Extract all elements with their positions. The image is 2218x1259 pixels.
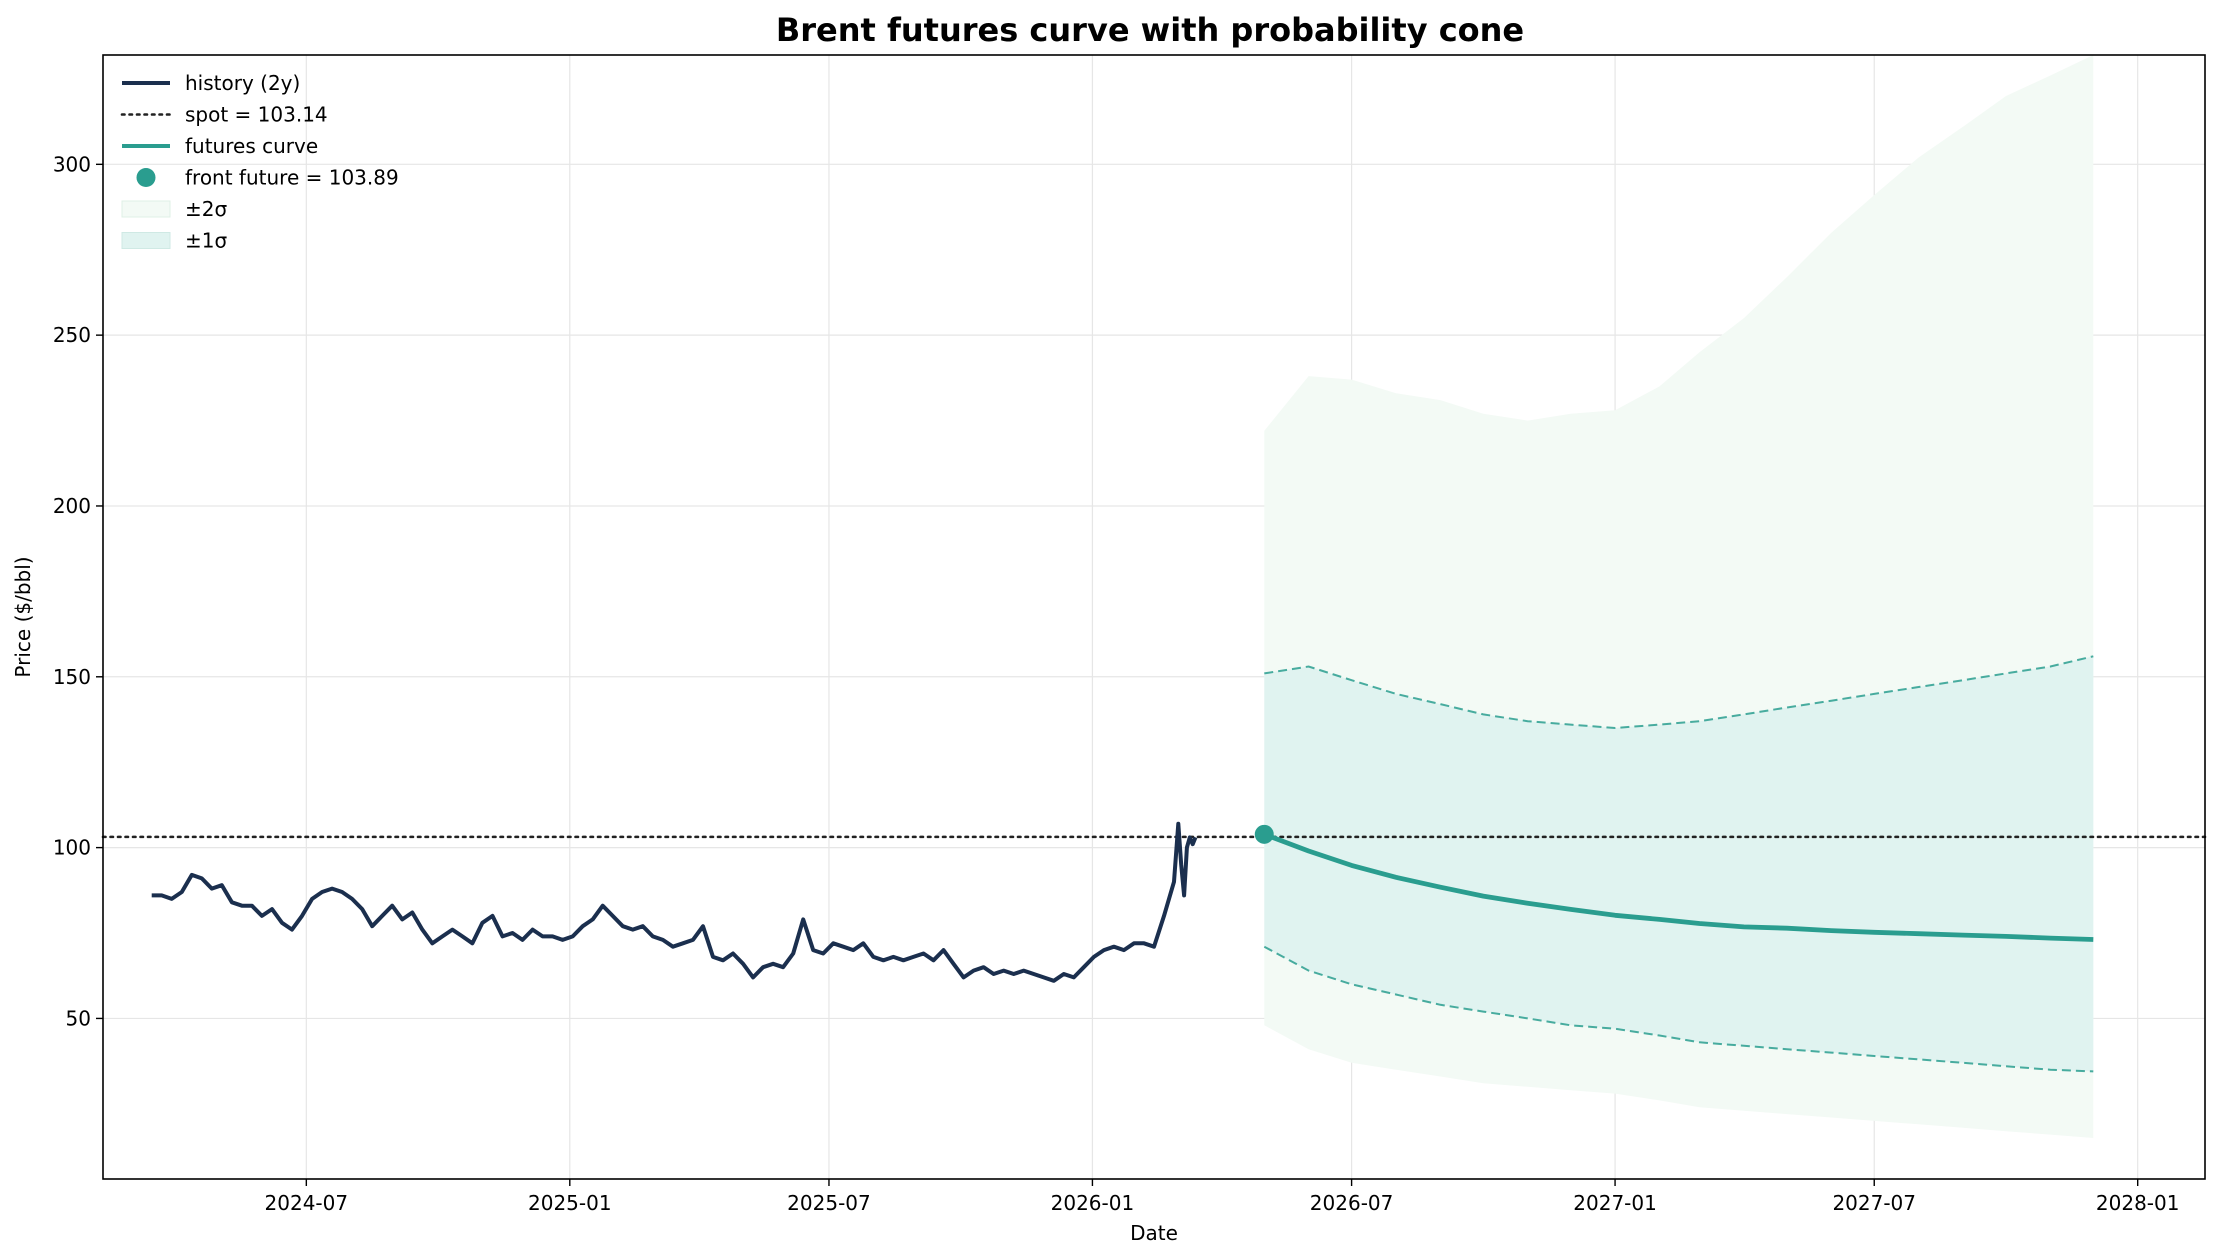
y-tick-label: 100 [53,836,91,860]
series-layer [101,655,2207,1073]
band-1sigma [1264,656,2094,1072]
y-tick-label: 300 [53,152,91,176]
legend-swatch-patch [121,232,171,249]
x-axis-label: Date [1130,1221,1178,1245]
legend-label: ±2σ [185,197,227,221]
y-tick-label: 50 [66,1006,91,1030]
x-tick-label: 2024-07 [265,1191,349,1215]
legend-swatch-marker [136,168,156,187]
y-tick-label: 200 [53,494,91,518]
minus-1sigma-line [1263,945,2094,1073]
chart-title: Brent futures curve with probability con… [776,11,1524,49]
legend-item-spot: spot = 103.14 [120,103,328,127]
front-future-marker [1254,824,1274,844]
x-tick-label: 2025-07 [787,1191,871,1215]
legend-label: history (2y) [185,71,300,95]
y-tick-label: 250 [53,323,91,347]
x-tick-label: 2026-07 [1310,1191,1394,1215]
y-axis-label: Price ($/bbl) [11,556,35,677]
x-tick-label: 2028-01 [2096,1191,2180,1215]
band-1sigma-layer [1264,656,2094,1072]
plus-1sigma-line [1264,655,2094,730]
x-tick-label: 2027-01 [1573,1191,1657,1215]
legend: history (2y) spot = 103.14 futures curve fr… [120,71,399,253]
y-axis-ticks: 50 100 150 200 250 300 [53,152,103,1030]
legend-swatch-patch [121,200,171,218]
x-tick-label: 2026-01 [1051,1191,1135,1215]
legend-item-history: history (2y) [122,71,300,95]
plot-frame [102,54,2206,1180]
legend-item-band2: ±2σ [121,197,227,221]
x-tick-label: 2027-07 [1832,1191,1916,1215]
history-line [151,821,1198,983]
legend-label: spot = 103.14 [185,103,328,127]
y-tick-label: 150 [53,665,91,689]
legend-label: front future = 103.89 [185,166,399,190]
x-tick-label: 2025-01 [528,1191,612,1215]
legend-item-front: front future = 103.89 [136,166,399,190]
futures-curve-line [1263,832,2094,942]
legend-item-futures: futures curve [122,134,318,158]
legend-label: ±1σ [185,229,227,253]
legend-label: futures curve [185,134,318,158]
legend-item-band1: ±1σ [121,229,227,253]
x-axis-ticks: 2024-07 2025-01 2025-07 2026-01 2026-07 2027-… [265,1179,2180,1215]
